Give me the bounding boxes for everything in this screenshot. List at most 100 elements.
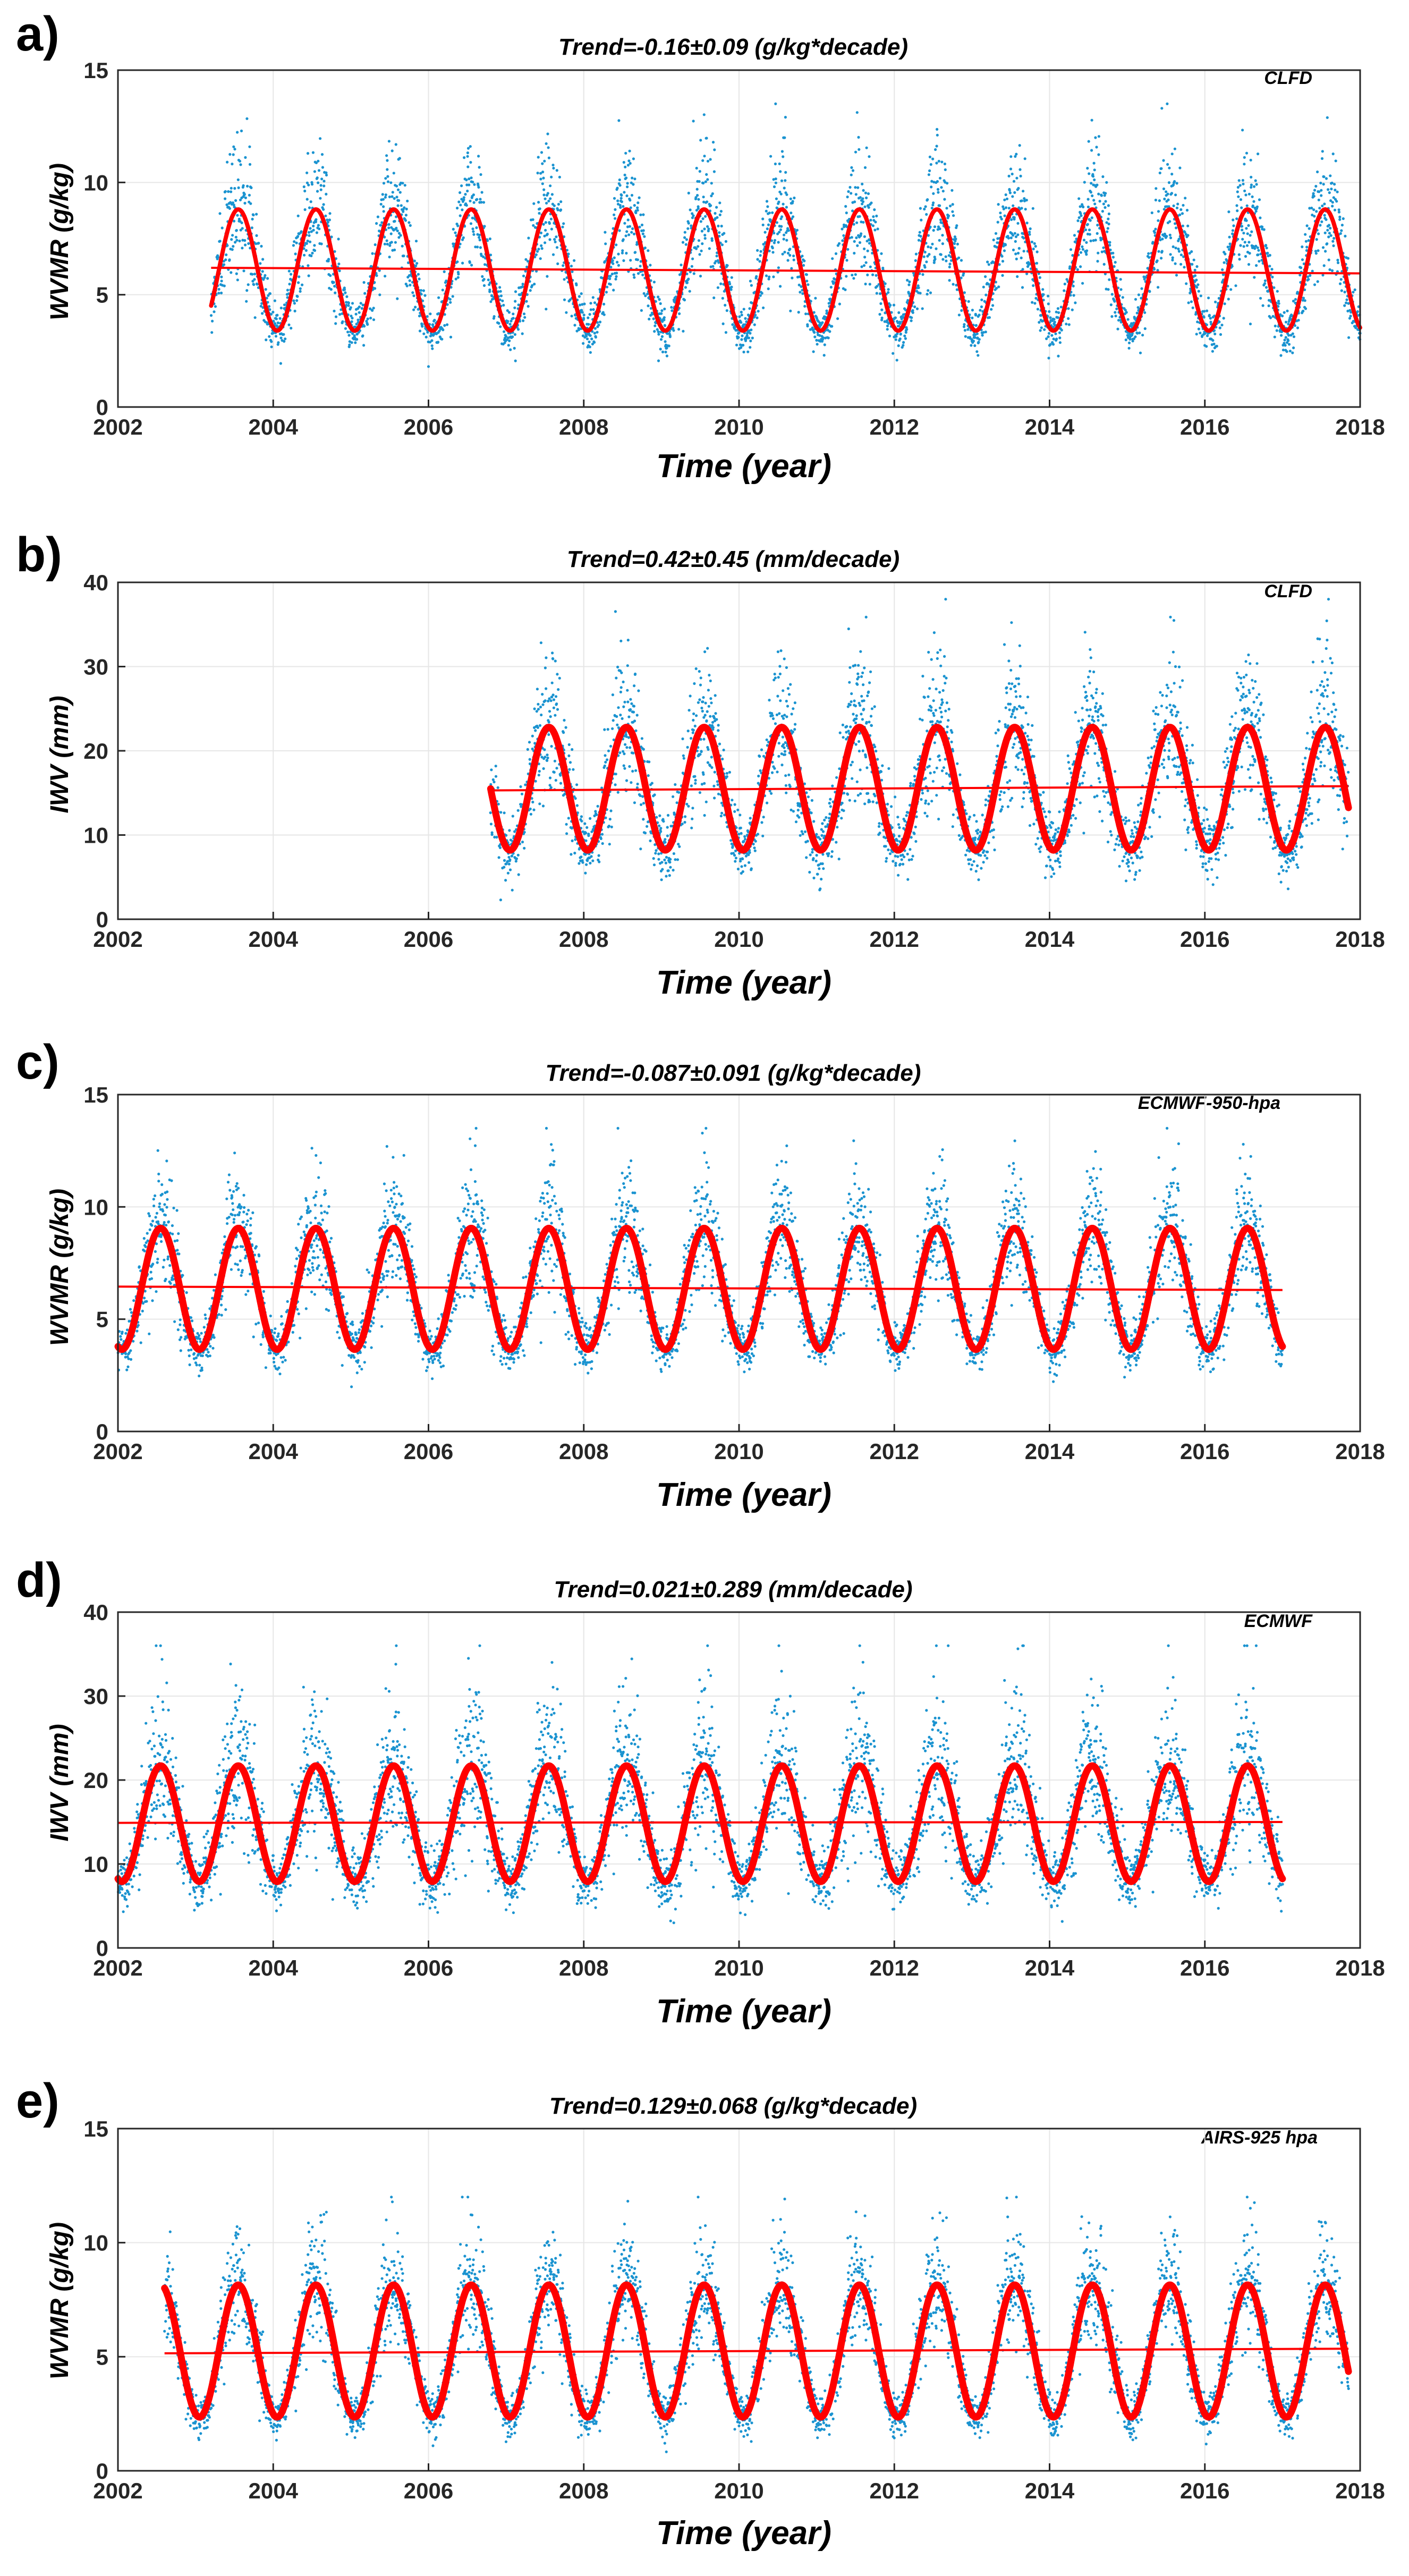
data-point: [802, 264, 805, 267]
data-point: [308, 206, 311, 209]
data-point: [615, 243, 617, 246]
data-point: [1178, 250, 1181, 252]
data-point: [344, 327, 347, 330]
data-point: [1018, 247, 1021, 250]
data-point: [1084, 228, 1087, 231]
data-point: [1153, 268, 1156, 270]
data-point: [1170, 173, 1173, 175]
data-point: [512, 312, 514, 315]
data-point: [610, 826, 613, 828]
data-point: [1001, 274, 1004, 277]
data-point: [952, 203, 954, 206]
data-point: [411, 291, 414, 294]
data-point: [1085, 241, 1088, 244]
data-point: [570, 265, 573, 267]
data-point: [722, 297, 724, 300]
data-point: [360, 302, 362, 304]
data-point: [872, 215, 875, 218]
data-point: [1008, 189, 1011, 192]
data-point: [1024, 157, 1026, 160]
data-point: [1049, 316, 1052, 319]
data-point: [924, 251, 927, 253]
data-point: [1264, 244, 1267, 247]
data-point: [388, 244, 391, 247]
data-point: [604, 231, 606, 234]
data-point: [549, 184, 551, 187]
data-point: [1108, 223, 1110, 225]
data-point: [692, 214, 694, 217]
data-point: [873, 208, 876, 211]
data-point: [1119, 278, 1122, 281]
data-point: [1320, 221, 1323, 223]
data-point: [581, 311, 584, 313]
data-point: [403, 206, 405, 209]
data-point: [625, 176, 627, 179]
data-point: [211, 320, 214, 323]
data-point: [799, 291, 801, 293]
data-point: [1227, 210, 1230, 213]
data-point: [268, 335, 270, 338]
data-point: [1198, 290, 1200, 293]
data-point: [726, 309, 728, 312]
data-point: [792, 200, 794, 202]
data-point: [1250, 231, 1253, 233]
data-point: [358, 306, 361, 308]
data-point: [1256, 206, 1259, 208]
data-point: [443, 324, 446, 327]
data-point: [719, 283, 722, 285]
data-point: [1093, 162, 1096, 165]
data-point: [589, 345, 591, 348]
data-point: [522, 319, 524, 322]
data-point: [935, 248, 937, 250]
data-point: [780, 193, 783, 196]
data-point: [788, 254, 791, 257]
data-point: [1313, 189, 1316, 191]
data-point: [672, 329, 675, 332]
data-point: [541, 247, 544, 250]
data-point: [701, 159, 704, 162]
data-point: [1012, 249, 1015, 251]
data-point: [1014, 240, 1017, 243]
data-point: [1050, 334, 1053, 337]
data-point: [699, 275, 702, 277]
data-point: [702, 182, 704, 184]
data-point: [556, 246, 558, 249]
data-point: [581, 861, 584, 864]
data-point: [678, 312, 681, 315]
data-point: [1343, 304, 1346, 307]
data-point: [551, 164, 554, 166]
data-point: [698, 180, 701, 183]
data-point: [749, 279, 752, 282]
data-point: [936, 128, 938, 131]
data-point: [218, 212, 221, 215]
data-point: [251, 273, 253, 276]
data-point: [483, 284, 486, 287]
data-point: [491, 832, 494, 834]
data-point: [459, 214, 462, 217]
data-point: [1331, 240, 1334, 243]
data-point: [555, 695, 557, 698]
data-point: [333, 310, 335, 312]
data-point: [1165, 190, 1167, 193]
data-point: [670, 309, 673, 312]
data-point: [549, 197, 551, 200]
data-point: [1148, 256, 1150, 259]
data-point: [1098, 135, 1100, 138]
data-point: [590, 855, 592, 858]
data-point: [1236, 190, 1239, 193]
data-point: [374, 287, 376, 290]
data-point: [1313, 215, 1315, 217]
data-point: [288, 270, 291, 273]
data-point: [1088, 228, 1091, 231]
data-point: [1143, 311, 1146, 314]
data-point: [971, 317, 973, 319]
data-point: [1081, 282, 1084, 285]
data-point: [386, 175, 389, 178]
data-point: [227, 190, 230, 193]
data-point: [1235, 204, 1238, 207]
data-point: [1140, 287, 1143, 290]
data-point: [1338, 211, 1340, 214]
data-point: [893, 304, 895, 307]
data-point: [1243, 190, 1246, 192]
data-point: [950, 189, 953, 192]
